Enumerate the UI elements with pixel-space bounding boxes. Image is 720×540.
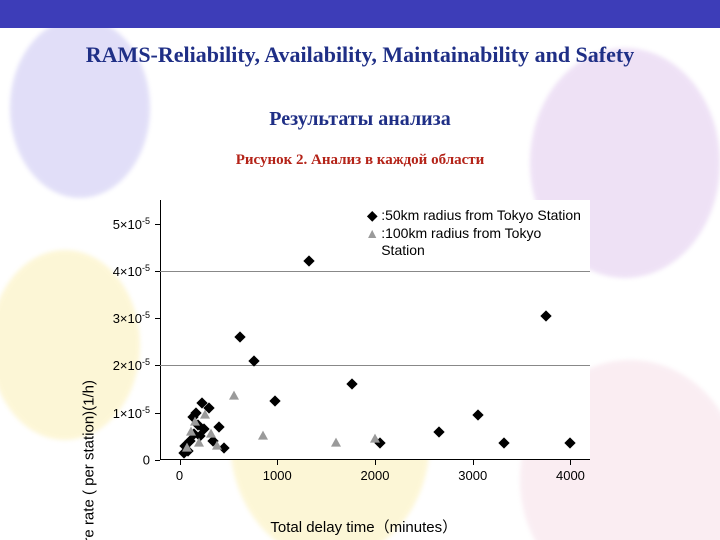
data-point bbox=[258, 431, 268, 440]
scatter-chart: Failure rate ( per station)(1/h) 0100020… bbox=[90, 200, 630, 510]
x-axis-label: Total delay time（minutes） bbox=[270, 516, 457, 537]
data-point bbox=[182, 443, 192, 452]
y-tick-label: 1×10-5 bbox=[113, 405, 154, 421]
data-point bbox=[194, 438, 204, 447]
y-tick-label: 0 bbox=[143, 453, 154, 468]
data-point bbox=[472, 409, 483, 420]
data-point bbox=[370, 433, 380, 442]
data-point bbox=[212, 440, 222, 449]
x-tick-label: 2000 bbox=[361, 468, 390, 483]
slide-top-bar bbox=[0, 0, 720, 28]
data-point bbox=[234, 331, 245, 342]
page-title: RAMS-Reliability, Availability, Maintain… bbox=[0, 42, 720, 68]
section-title: Результаты анализа bbox=[0, 108, 720, 131]
x-tick-label: 0 bbox=[176, 468, 183, 483]
x-tick-label: 4000 bbox=[556, 468, 585, 483]
y-tick-label: 3×10-5 bbox=[113, 310, 154, 326]
data-point bbox=[433, 426, 444, 437]
data-point bbox=[346, 379, 357, 390]
y-axis-label: Failure rate ( per station)(1/h) bbox=[81, 380, 98, 540]
gridline bbox=[160, 271, 590, 272]
data-point bbox=[498, 438, 509, 449]
y-tick-label: 4×10-5 bbox=[113, 263, 154, 279]
data-point bbox=[331, 438, 341, 447]
y-tick-label: 2×10-5 bbox=[113, 357, 154, 373]
plot-area: 0100020003000400001×10-52×10-53×10-54×10… bbox=[160, 200, 590, 460]
data-point bbox=[190, 417, 200, 426]
figure-caption: Рисунок 2. Анализ в каждой области bbox=[0, 152, 720, 169]
data-point bbox=[206, 429, 216, 438]
x-tick-label: 1000 bbox=[263, 468, 292, 483]
data-point bbox=[270, 395, 281, 406]
x-tick-label: 3000 bbox=[458, 468, 487, 483]
data-point bbox=[540, 310, 551, 321]
data-point bbox=[186, 426, 196, 435]
y-tick-label: 5×10-5 bbox=[113, 215, 154, 231]
legend: ◆:50km radius from Tokyo Station▲:100km … bbox=[365, 207, 581, 259]
triangle-icon: ▲ bbox=[365, 225, 379, 242]
legend-label: :50km radius from Tokyo Station bbox=[381, 207, 581, 224]
diamond-icon: ◆ bbox=[365, 207, 379, 224]
data-point bbox=[200, 410, 210, 419]
data-point bbox=[303, 256, 314, 267]
legend-label: :100km radius from Tokyo Station bbox=[381, 225, 541, 259]
data-point bbox=[229, 391, 239, 400]
legend-item: ▲:100km radius from Tokyo Station bbox=[365, 225, 581, 259]
data-point bbox=[565, 438, 576, 449]
gridline bbox=[160, 365, 590, 366]
legend-item: ◆:50km radius from Tokyo Station bbox=[365, 207, 581, 224]
